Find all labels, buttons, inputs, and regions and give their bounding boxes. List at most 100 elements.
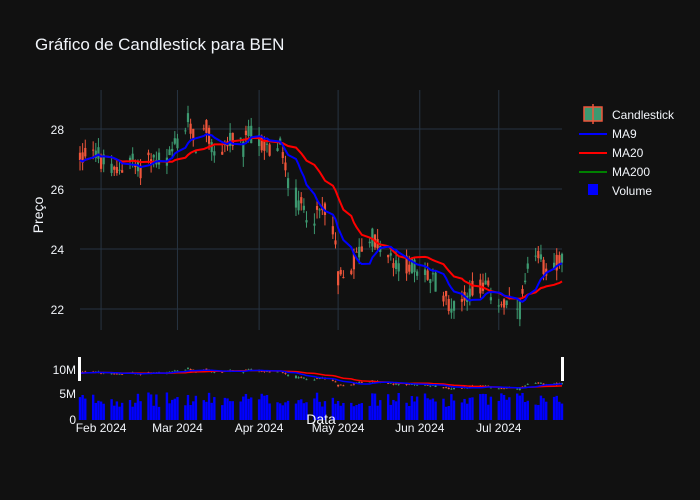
candle-body [560,253,564,263]
volume-bar [415,396,419,420]
candle-body [368,241,371,244]
volume-bar [429,399,432,420]
legend-item-ma200[interactable]: MA200 [579,165,650,179]
candle-body [131,153,134,161]
candle-body [205,120,208,133]
volume-bar [342,402,345,420]
volume-bar [481,393,485,420]
range-slider-volume [78,392,564,420]
mini-candle-body [118,373,121,375]
candle-body [537,250,540,259]
mini-candle-body [408,384,411,385]
volume-bar [368,405,371,420]
volume-bar [336,400,340,420]
range-slider-moving-averages [79,369,563,389]
mini-candle-body [518,387,521,390]
candle-body [171,148,174,152]
volume-bar [99,401,103,420]
mini-candle-body [537,382,540,384]
x-tick-label: May 2024 [312,421,365,435]
y-tick-label: 22 [51,303,65,317]
mini-candle-body [503,387,506,389]
mini-candle-body [387,383,390,384]
candle-body [168,149,171,156]
mini-candle-body [542,383,545,386]
legend-item-volume[interactable]: Volume [588,184,652,198]
volume-bar [431,398,435,420]
y-tick-label: 28 [51,123,65,137]
candle-body [263,139,266,151]
mini-candle-body [360,382,363,383]
legend[interactable]: Candlestick MA9 MA20 MA200 Volume [579,104,675,198]
volume-bar [410,396,414,420]
volume-bar [518,395,522,420]
mini-candle-body [561,382,563,384]
candle-body [305,220,308,223]
volume-bar [165,392,169,420]
candle-body [484,280,487,285]
volume-bar [318,401,321,420]
candle-body [194,151,197,153]
mini-candle-body [284,373,287,375]
volume-bar [276,402,279,420]
mini-candle-body [460,387,463,389]
volume-bar [379,400,382,420]
range-slider[interactable] [78,357,564,420]
candle-body [242,141,245,157]
volume-bar [502,394,506,420]
candles-layer [78,105,564,327]
volume-bar [226,398,229,420]
legend-item-ma9[interactable]: MA9 [579,127,637,141]
candle-body [115,166,118,174]
mini-candle-body [368,381,371,383]
mini-candle-body [302,377,305,379]
mini-candle-body [205,368,208,371]
range-slider-handle-right[interactable] [561,357,564,381]
candle-body [284,162,287,171]
candle-body [229,132,232,146]
volume-bar [297,400,300,420]
volume-bar [192,401,195,420]
volume-bar [268,403,271,420]
ma9-line [79,133,563,303]
volume-bar [184,405,187,420]
range-slider-handle-left[interactable] [78,357,81,381]
candle-body [268,144,271,156]
candle-body [426,270,429,280]
mini-candle-body [434,384,437,387]
candle-body [297,200,300,211]
volume-bar [500,393,503,420]
candle-body [410,259,413,274]
candle-body [302,205,305,210]
candle-body [294,187,298,208]
candle-body [213,151,216,156]
volume-bar [202,400,205,420]
mini-candle-body [318,378,321,379]
mini-candle-body [352,382,355,385]
volume-bar [537,405,540,420]
volume-bar [118,406,121,420]
legend-item-candlestick[interactable]: Candlestick [583,104,675,124]
volume-bar [128,400,132,420]
candle-body [139,165,142,179]
volume-bar [155,394,158,420]
volume-bar [447,405,450,420]
volume-bar [444,406,448,420]
legend-item-ma20[interactable]: MA20 [579,146,644,160]
volume-bar [305,402,308,420]
volume-bar [221,405,224,420]
volume-bar [231,401,234,420]
mini-candle-body [316,377,319,379]
mini-candle-body [331,379,334,381]
mini-candle-body [505,387,508,389]
mini-candle-body [416,384,419,386]
x-tick-label: Apr 2024 [235,421,284,435]
candle-body [387,254,390,258]
volume-bar [497,400,500,420]
volume-bar [78,397,82,420]
mini-candle-body [121,373,124,375]
candle-body [397,263,400,272]
candle-body [221,151,224,155]
volume-bar [471,397,474,420]
candle-body [500,304,503,306]
